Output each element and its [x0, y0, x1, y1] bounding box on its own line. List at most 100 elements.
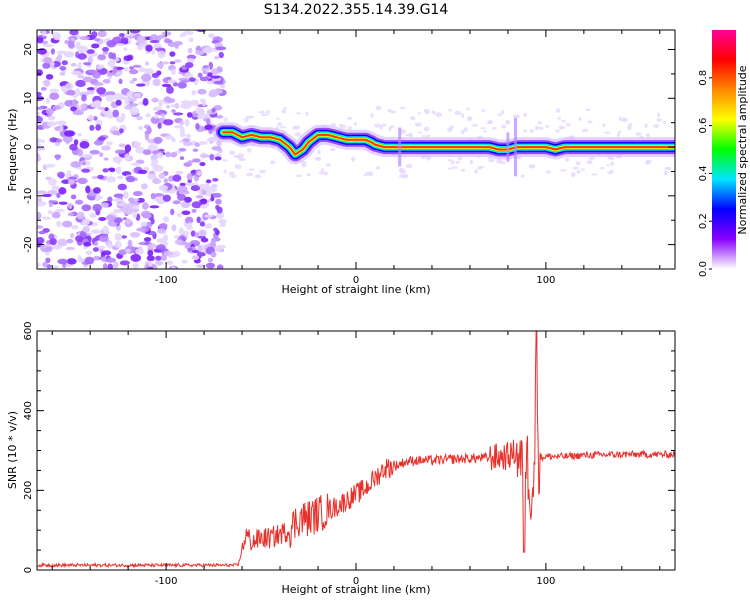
- noise-blob: [116, 43, 125, 47]
- noise-blob: [157, 200, 164, 205]
- noise-blob: [206, 80, 216, 85]
- noise-blob: [205, 179, 212, 184]
- noise-blob: [37, 138, 43, 143]
- noise-blob: [124, 144, 132, 153]
- noise-blob: [140, 73, 152, 82]
- noise-blob: [188, 37, 194, 43]
- spectrogram-x-ticks: -100 0 100: [51, 30, 661, 286]
- noise-speck: [228, 171, 235, 176]
- noise-speck: [305, 111, 309, 116]
- noise-speck: [585, 108, 591, 111]
- noise-blob: [42, 62, 51, 69]
- noise-blob: [195, 122, 200, 130]
- spectrogram-x-tick-label: 0: [353, 275, 359, 286]
- noise-blob: [75, 79, 86, 88]
- noise-blob: [200, 237, 209, 243]
- noise-blob: [56, 171, 65, 178]
- noise-blob: [37, 190, 47, 195]
- noise-blob: [194, 232, 200, 238]
- noise-blob: [160, 113, 166, 118]
- noise-speck: [461, 113, 465, 119]
- noise-blob: [112, 109, 120, 118]
- noise-blob: [190, 230, 196, 237]
- noise-blob: [105, 91, 116, 96]
- noise-blob: [214, 156, 222, 161]
- noise-speck: [380, 123, 388, 127]
- noise-blob: [75, 235, 83, 242]
- noise-blob: [61, 85, 67, 93]
- noise-blob: [92, 247, 99, 252]
- noise-speck: [425, 134, 431, 138]
- noise-blob: [147, 173, 157, 180]
- noise-blob: [181, 79, 190, 83]
- noise-blob: [117, 183, 128, 191]
- noise-speck: [367, 171, 374, 177]
- noise-blob: [162, 216, 170, 223]
- noise-blob: [171, 68, 176, 75]
- noise-speck: [401, 173, 409, 179]
- noise-speck: [599, 166, 605, 170]
- noise-blob: [83, 241, 92, 247]
- noise-blob: [51, 211, 61, 219]
- noise-speck: [588, 157, 596, 160]
- noise-blob: [43, 44, 54, 48]
- noise-blob: [205, 262, 216, 269]
- noise-speck: [478, 165, 485, 169]
- noise-blob: [77, 75, 85, 79]
- noise-blob: [143, 81, 150, 86]
- noise-blob: [105, 94, 115, 102]
- noise-speck: [620, 117, 628, 123]
- noise-speck: [450, 160, 455, 165]
- noise-blob: [70, 161, 82, 168]
- noise-blob: [218, 51, 224, 59]
- noise-speck: [269, 160, 276, 165]
- noise-blob: [132, 262, 139, 269]
- noise-blob: [37, 142, 41, 147]
- noise-blob: [182, 141, 193, 147]
- noise-blob: [142, 98, 149, 106]
- noise-blob: [37, 91, 42, 97]
- noise-blob: [40, 244, 50, 248]
- noise-blob: [123, 55, 133, 62]
- noise-blob: [114, 149, 126, 154]
- noise-blob: [212, 177, 219, 182]
- noise-blob: [82, 76, 94, 83]
- noise-blob: [37, 200, 47, 207]
- snr-x-ticks: -100 0 100: [51, 331, 661, 587]
- noise-blob: [129, 232, 141, 238]
- noise-blob: [184, 72, 193, 79]
- noise-blob: [64, 83, 72, 89]
- snr-y-tick-label: 200: [23, 481, 34, 500]
- noise-blob: [166, 85, 174, 94]
- noise-speck: [609, 169, 614, 173]
- noise-blob: [58, 201, 68, 205]
- noise-blob: [77, 132, 83, 137]
- noise-blob: [171, 224, 177, 232]
- noise-blob: [37, 262, 41, 268]
- noise-blob: [114, 72, 123, 76]
- snr-x-tick-label: 100: [536, 576, 555, 587]
- noise-blob: [191, 255, 200, 261]
- noise-blob: [128, 69, 139, 75]
- noise-blob: [67, 212, 74, 217]
- noise-blob: [147, 144, 158, 152]
- noise-blob: [85, 185, 91, 194]
- noise-blob: [37, 225, 43, 229]
- noise-blob: [77, 177, 88, 185]
- snr-y-axis-label: SNR (10 * v/v): [6, 411, 19, 489]
- noise-blob: [106, 39, 117, 48]
- spectrogram-ridge: [213, 117, 675, 177]
- noise-blob: [178, 148, 187, 152]
- noise-blob: [204, 124, 213, 130]
- noise-blob: [97, 30, 107, 38]
- noise-blob: [41, 40, 49, 45]
- noise-speck: [545, 170, 551, 174]
- noise-blob: [46, 121, 57, 127]
- noise-speck: [537, 121, 543, 125]
- noise-blob: [172, 112, 184, 116]
- noise-blob: [160, 254, 167, 262]
- noise-blob: [204, 223, 213, 229]
- noise-blob: [143, 68, 154, 75]
- noise-blob: [203, 185, 211, 192]
- ridge-layer-6: [222, 131, 675, 156]
